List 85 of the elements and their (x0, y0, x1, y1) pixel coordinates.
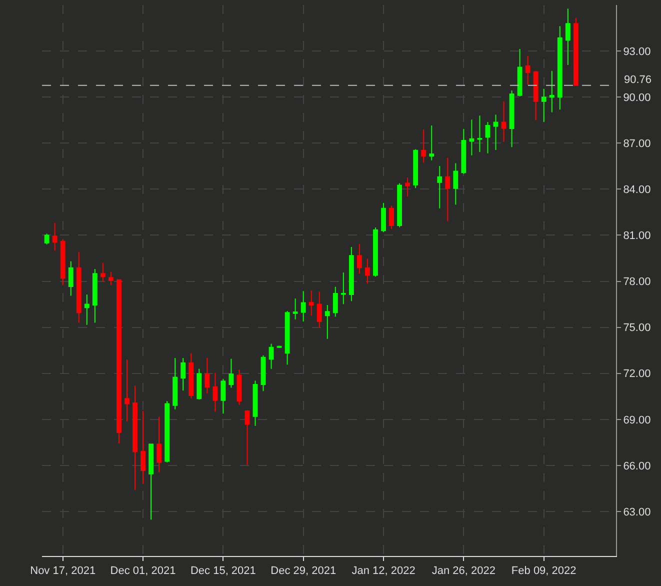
x-tick-label: Dec 15, 2021 (190, 565, 256, 578)
y-tick-label: 93.00 (623, 46, 651, 58)
candlestick (429, 124, 434, 161)
x-tick-label: Dec 01, 2021 (110, 565, 176, 578)
candlestick (397, 182, 402, 228)
candlestick (525, 55, 530, 86)
y-tick-label: 63.00 (623, 506, 651, 518)
candlestick (204, 358, 210, 394)
y-tick-label: 81.00 (623, 230, 651, 242)
x-tick-label: Feb 09, 2022 (511, 565, 576, 578)
candlestick (308, 290, 314, 316)
candlestick (533, 70, 538, 121)
candlestick (164, 400, 170, 463)
candlestick (332, 286, 338, 318)
candlestick (92, 268, 98, 324)
candlestick (437, 166, 442, 209)
candlestick (100, 262, 106, 282)
candlestick (116, 279, 122, 444)
candlestick (244, 410, 250, 466)
candlestick (389, 205, 394, 230)
candlestick (108, 272, 114, 286)
candlestick (348, 246, 354, 302)
candlestick (340, 272, 346, 305)
candlestick (76, 252, 82, 324)
candlestick (316, 291, 322, 328)
candlestick (365, 258, 370, 284)
candlestick (501, 100, 506, 142)
x-tick-label: Jan 26, 2022 (432, 565, 496, 578)
candlestick (549, 70, 554, 113)
y-tick-label: 90.00 (623, 92, 651, 104)
candlestick (300, 290, 306, 322)
candlestick (220, 378, 226, 414)
y-tick-label: 69.00 (623, 414, 651, 426)
candlestick (188, 352, 194, 399)
candlestick (565, 8, 570, 66)
candlestick (453, 162, 458, 206)
y-tick-label: 84.00 (623, 184, 651, 196)
candlestick (373, 227, 378, 278)
candlestick (132, 385, 138, 490)
candlestick (493, 114, 498, 151)
y-tick-label: 75.00 (623, 322, 651, 334)
candlestick (228, 358, 234, 388)
candlestick (324, 304, 330, 340)
y-tick-label: 66.00 (623, 460, 651, 472)
candlestick (421, 128, 426, 164)
y-tick-label: 87.00 (623, 138, 651, 150)
candlestick (140, 410, 146, 484)
candlestick (180, 358, 186, 392)
candlestick (44, 233, 50, 245)
candlestick (268, 343, 274, 370)
ref-line-label: 90.76 (624, 74, 652, 86)
x-tick-label: Jan 12, 2022 (352, 565, 416, 578)
candlestick (124, 359, 130, 422)
candlestick (212, 372, 218, 412)
candlestick (68, 260, 74, 296)
candlestick (517, 48, 522, 97)
x-tick-label: Nov 17, 2021 (30, 565, 96, 578)
candlestick (357, 243, 362, 274)
candlestick (260, 354, 266, 392)
candlestick (461, 128, 466, 174)
candlestick (84, 294, 90, 326)
candlestick (445, 157, 450, 222)
candlestick (509, 90, 514, 148)
candlestick (284, 310, 290, 366)
candlestick (381, 202, 386, 233)
candlestick (172, 358, 178, 410)
candlestick (405, 177, 410, 197)
candlestick (477, 115, 482, 153)
x-tick-label: Dec 29, 2021 (270, 565, 336, 578)
candlestick (252, 380, 258, 426)
candlestick (196, 368, 202, 400)
candlestick (52, 222, 58, 252)
candlestick (292, 298, 298, 320)
candlestick (469, 119, 474, 156)
candlestick (573, 17, 578, 86)
candlestick (148, 443, 154, 520)
candlestick (413, 148, 418, 189)
y-tick-label: 72.00 (623, 368, 651, 380)
candlestick (541, 88, 546, 122)
candlestick (236, 369, 242, 406)
candlestick (557, 26, 562, 110)
candlestick (156, 416, 162, 473)
y-tick-label: 78.00 (623, 276, 651, 288)
candlestick (485, 121, 490, 154)
candlestick (60, 239, 66, 286)
